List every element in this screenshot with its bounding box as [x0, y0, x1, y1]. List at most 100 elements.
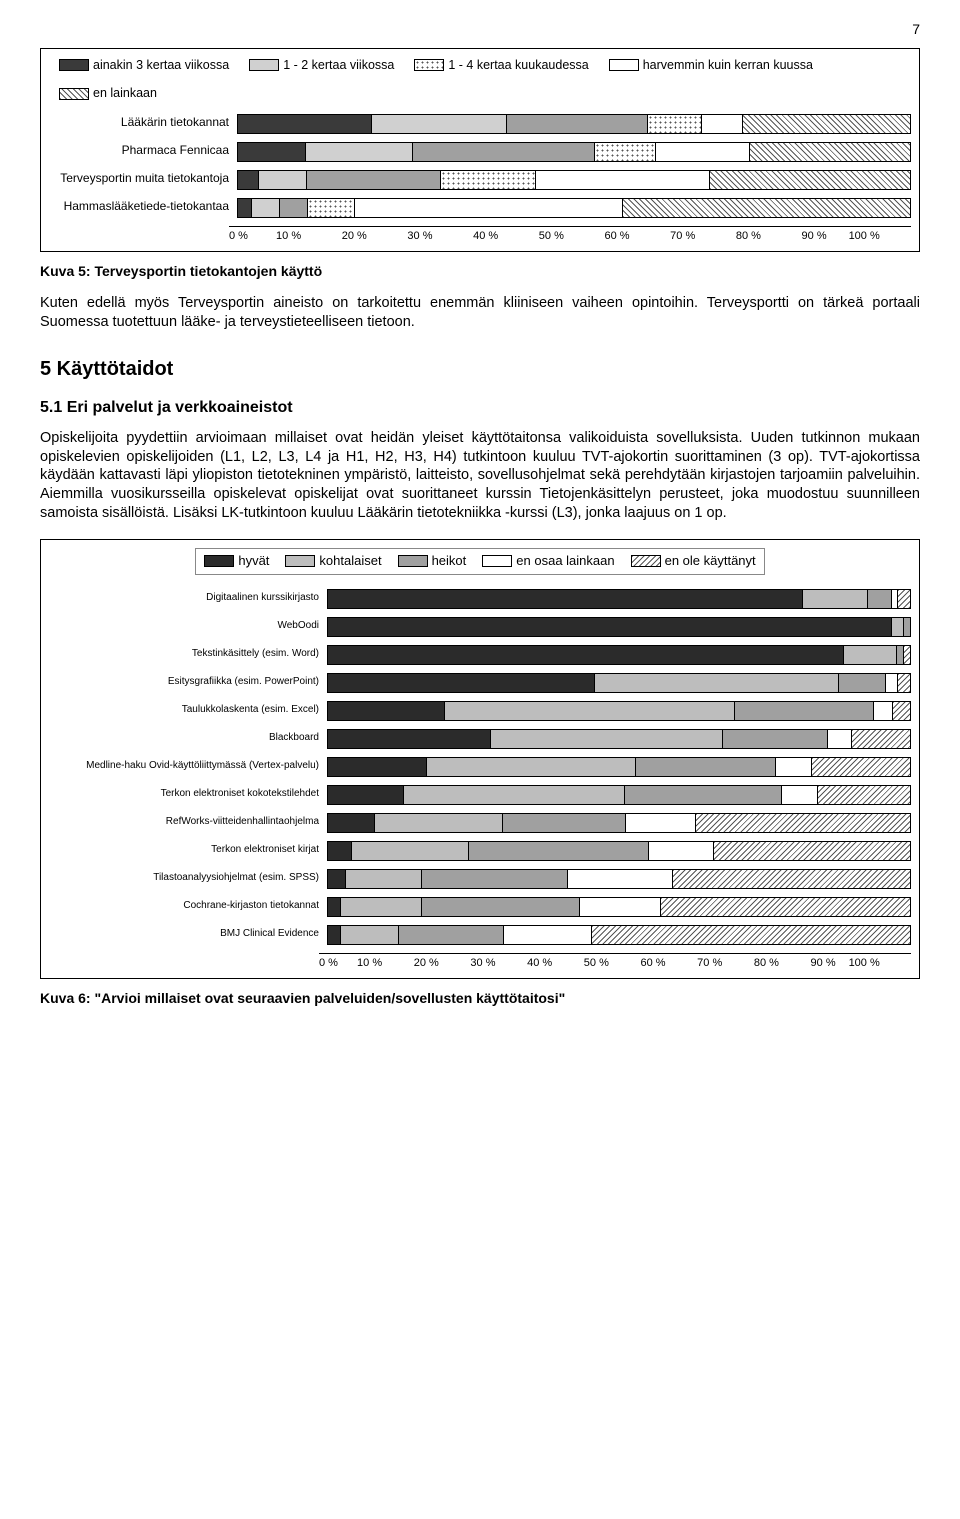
bar-label: Esitysgrafiikka (esim. PowerPoint)	[49, 676, 327, 687]
bar-segment	[308, 198, 356, 218]
bar-segment	[469, 841, 649, 861]
bar-label: Pharmaca Fennicaa	[49, 144, 237, 157]
bar-segment	[743, 114, 911, 134]
bar-segment	[341, 897, 423, 917]
bar-segment	[372, 114, 506, 134]
bar-segment	[327, 897, 341, 917]
bar-segment	[327, 701, 445, 721]
bar-segment	[673, 869, 911, 889]
tick-label: 80 %	[754, 956, 779, 970]
bar-track	[237, 198, 911, 216]
bar-label: Cochrane-kirjaston tietokannat	[49, 900, 327, 911]
bar-track	[327, 785, 911, 803]
bar-row: Pharmaca Fennicaa	[49, 142, 911, 160]
bar-segment	[327, 589, 803, 609]
legend-item: harvemmin kuin kerran kuussa	[609, 57, 813, 73]
bar-segment	[237, 198, 252, 218]
legend-label: harvemmin kuin kerran kuussa	[643, 57, 813, 73]
tick-label: 100 %	[849, 956, 880, 970]
legend-item: 1 - 4 kertaa kuukaudessa	[414, 57, 588, 73]
tick-label: 60 %	[640, 956, 665, 970]
bar-segment	[327, 869, 346, 889]
bar-segment	[897, 645, 904, 665]
legend-label: 1 - 4 kertaa kuukaudessa	[448, 57, 588, 73]
chart2-xaxis: 0 %10 %20 %30 %40 %50 %60 %70 %80 %90 %1…	[319, 953, 911, 970]
swatch-icon	[249, 59, 279, 71]
bar-track	[327, 757, 911, 775]
bar-segment	[491, 729, 723, 749]
bar-segment	[307, 170, 441, 190]
legend-label: en osaa lainkaan	[516, 553, 614, 570]
bar-segment	[595, 142, 656, 162]
bar-segment	[623, 198, 911, 218]
bar-segment	[898, 673, 911, 693]
tick-label: 10 %	[276, 229, 301, 243]
bar-row: WebOodi	[49, 617, 911, 635]
bar-segment	[355, 198, 623, 218]
bar-label: Terkon elektroniset kokotekstilehdet	[49, 788, 327, 799]
tick-label: 60 %	[604, 229, 629, 243]
bar-segment	[327, 617, 892, 637]
bar-segment	[904, 645, 911, 665]
bar-segment	[702, 114, 743, 134]
bar-segment	[503, 813, 625, 833]
bar-segment	[892, 617, 905, 637]
bar-segment	[649, 841, 714, 861]
swatch-icon	[59, 59, 89, 71]
bar-row: BMJ Clinical Evidence	[49, 925, 911, 943]
swatch-icon	[609, 59, 639, 71]
bar-label: Tilastoanalyysiohjelmat (esim. SPSS)	[49, 872, 327, 883]
bar-track	[327, 645, 911, 663]
paragraph: Opiskelijoita pyydettiin arvioimaan mill…	[40, 429, 920, 523]
bar-segment	[327, 729, 491, 749]
bar-segment	[346, 869, 422, 889]
bar-label: Taulukkolaskenta (esim. Excel)	[49, 704, 327, 715]
tick-label: 20 %	[342, 229, 367, 243]
bar-segment	[427, 757, 636, 777]
legend-label: hyvät	[238, 553, 269, 570]
bar-row: Cochrane-kirjaston tietokannat	[49, 897, 911, 915]
bar-segment	[259, 170, 307, 190]
page-number: 7	[40, 20, 920, 38]
legend-label: 1 - 2 kertaa viikossa	[283, 57, 394, 73]
swatch-icon	[631, 555, 661, 567]
bar-row: Taulukkolaskenta (esim. Excel)	[49, 701, 911, 719]
bar-segment	[874, 701, 892, 721]
bar-track	[327, 729, 911, 747]
subsection-heading-51: 5.1 Eri palvelut ja verkkoaineistot	[40, 398, 920, 419]
bar-row: Blackboard	[49, 729, 911, 747]
swatch-icon	[285, 555, 315, 567]
bar-segment	[327, 785, 404, 805]
legend-item: hyvät	[204, 553, 269, 570]
tick-label: 90 %	[802, 229, 827, 243]
bar-label: Hammaslääketiede-tietokantaa	[49, 200, 237, 213]
bar-segment	[580, 897, 662, 917]
bar-track	[327, 617, 911, 635]
tick-label: 40 %	[527, 956, 552, 970]
swatch-icon	[204, 555, 234, 567]
tick-label: 50 %	[584, 956, 609, 970]
bar-segment	[422, 869, 568, 889]
tick-label: 70 %	[697, 956, 722, 970]
bar-segment	[445, 701, 735, 721]
tick-label: 80 %	[736, 229, 761, 243]
bar-label: Medline-haku Ovid-käyttöliittymässä (Ver…	[49, 760, 327, 771]
tick-label: 20 %	[414, 956, 439, 970]
bar-segment	[237, 170, 259, 190]
chart1-xaxis: 0 %10 %20 %30 %40 %50 %60 %70 %80 %90 %1…	[229, 226, 911, 243]
bar-segment	[893, 701, 911, 721]
chart1-box: ainakin 3 kertaa viikossa 1 - 2 kertaa v…	[40, 48, 920, 252]
bar-segment	[536, 170, 710, 190]
bar-segment	[661, 897, 911, 917]
bar-row: Medline-haku Ovid-käyttöliittymässä (Ver…	[49, 757, 911, 775]
bar-row: Terkon elektroniset kokotekstilehdet	[49, 785, 911, 803]
bar-label: Digitaalinen kurssikirjasto	[49, 592, 327, 603]
bar-label: Terveysportin muita tietokantoja	[49, 172, 237, 185]
legend-label: kohtalaiset	[319, 553, 381, 570]
bar-segment	[710, 170, 911, 190]
bar-row: Hammaslääketiede-tietokantaa	[49, 198, 911, 216]
bar-track	[327, 925, 911, 943]
bar-label: Tekstinkäsittely (esim. Word)	[49, 648, 327, 659]
bar-segment	[656, 142, 750, 162]
swatch-icon	[482, 555, 512, 567]
